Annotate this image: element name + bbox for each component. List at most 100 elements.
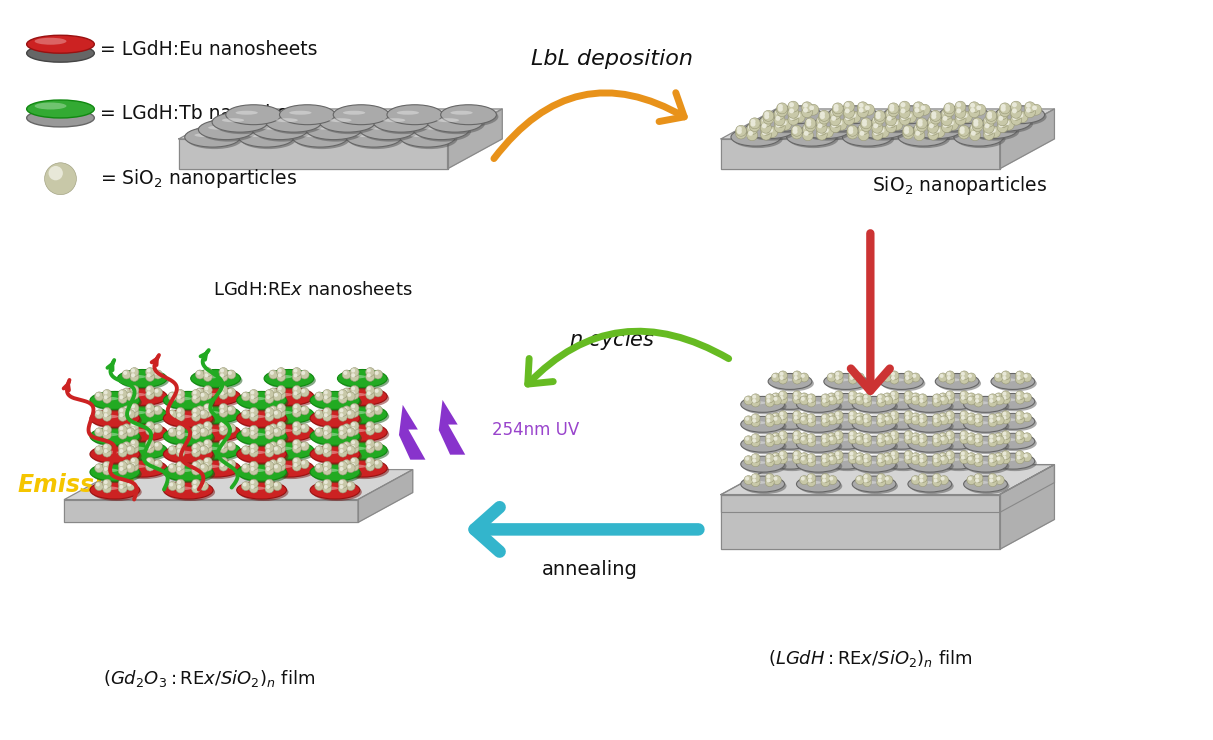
Circle shape	[858, 130, 869, 141]
Ellipse shape	[239, 411, 289, 429]
Ellipse shape	[798, 458, 842, 474]
Ellipse shape	[383, 118, 405, 122]
Ellipse shape	[822, 118, 843, 122]
Circle shape	[996, 417, 1001, 421]
Circle shape	[748, 131, 753, 135]
Circle shape	[177, 391, 181, 394]
Circle shape	[103, 425, 112, 434]
Circle shape	[277, 368, 285, 377]
Ellipse shape	[963, 417, 1008, 432]
Ellipse shape	[804, 461, 821, 464]
Circle shape	[919, 454, 923, 459]
Ellipse shape	[797, 437, 841, 452]
Circle shape	[147, 463, 150, 467]
Ellipse shape	[340, 461, 389, 479]
Circle shape	[901, 110, 906, 115]
Circle shape	[771, 373, 780, 382]
Circle shape	[324, 467, 328, 471]
Circle shape	[751, 418, 761, 427]
Circle shape	[915, 131, 921, 135]
Circle shape	[855, 456, 865, 465]
Circle shape	[374, 370, 382, 379]
Ellipse shape	[437, 118, 459, 122]
Circle shape	[147, 458, 150, 462]
Ellipse shape	[797, 417, 841, 432]
Circle shape	[1012, 115, 1016, 120]
Ellipse shape	[747, 123, 797, 141]
Circle shape	[366, 427, 371, 431]
Circle shape	[103, 449, 108, 453]
Circle shape	[968, 417, 972, 421]
Circle shape	[911, 436, 921, 445]
Circle shape	[153, 460, 163, 468]
Ellipse shape	[319, 397, 338, 400]
Circle shape	[821, 438, 830, 447]
Ellipse shape	[164, 481, 213, 499]
Circle shape	[989, 454, 997, 462]
Circle shape	[940, 394, 944, 398]
Circle shape	[1031, 104, 1042, 115]
Circle shape	[892, 376, 895, 380]
Circle shape	[990, 474, 993, 479]
Circle shape	[227, 442, 235, 451]
Circle shape	[96, 411, 99, 415]
Circle shape	[146, 426, 154, 435]
Circle shape	[974, 121, 979, 127]
Circle shape	[830, 477, 833, 480]
Ellipse shape	[913, 123, 963, 141]
Circle shape	[340, 408, 343, 412]
Ellipse shape	[245, 414, 266, 418]
Circle shape	[300, 406, 309, 415]
Circle shape	[771, 393, 780, 402]
Circle shape	[959, 391, 969, 400]
Circle shape	[991, 128, 996, 132]
Ellipse shape	[337, 441, 387, 459]
Circle shape	[124, 443, 127, 447]
Circle shape	[944, 103, 955, 114]
Circle shape	[820, 114, 825, 119]
Circle shape	[877, 454, 885, 462]
Circle shape	[933, 458, 941, 467]
Circle shape	[126, 445, 135, 454]
Circle shape	[197, 460, 200, 465]
Circle shape	[154, 460, 159, 465]
Circle shape	[830, 397, 833, 401]
Circle shape	[905, 436, 910, 440]
Circle shape	[892, 456, 895, 460]
Circle shape	[351, 444, 359, 453]
Circle shape	[300, 460, 309, 468]
Ellipse shape	[910, 398, 953, 414]
Circle shape	[119, 426, 124, 430]
Circle shape	[294, 386, 297, 391]
Circle shape	[365, 408, 375, 417]
Ellipse shape	[92, 394, 142, 411]
Circle shape	[959, 129, 964, 134]
Circle shape	[294, 463, 297, 467]
Ellipse shape	[27, 100, 95, 118]
Circle shape	[793, 456, 798, 460]
Circle shape	[887, 123, 892, 128]
Polygon shape	[178, 139, 448, 169]
Ellipse shape	[910, 478, 953, 494]
Circle shape	[970, 108, 975, 112]
Circle shape	[856, 437, 860, 441]
Circle shape	[976, 105, 981, 110]
Ellipse shape	[415, 121, 471, 141]
Ellipse shape	[389, 107, 445, 127]
Ellipse shape	[998, 398, 1016, 401]
Circle shape	[351, 368, 359, 377]
Ellipse shape	[429, 114, 485, 134]
Circle shape	[828, 476, 837, 485]
Circle shape	[351, 409, 355, 413]
Ellipse shape	[941, 108, 991, 126]
Ellipse shape	[239, 429, 289, 447]
Ellipse shape	[319, 451, 338, 454]
Ellipse shape	[758, 113, 808, 131]
Ellipse shape	[885, 108, 935, 126]
Circle shape	[154, 425, 159, 428]
Circle shape	[218, 462, 228, 471]
Circle shape	[374, 388, 382, 397]
Ellipse shape	[193, 389, 243, 407]
Circle shape	[127, 393, 131, 397]
Ellipse shape	[887, 378, 905, 381]
